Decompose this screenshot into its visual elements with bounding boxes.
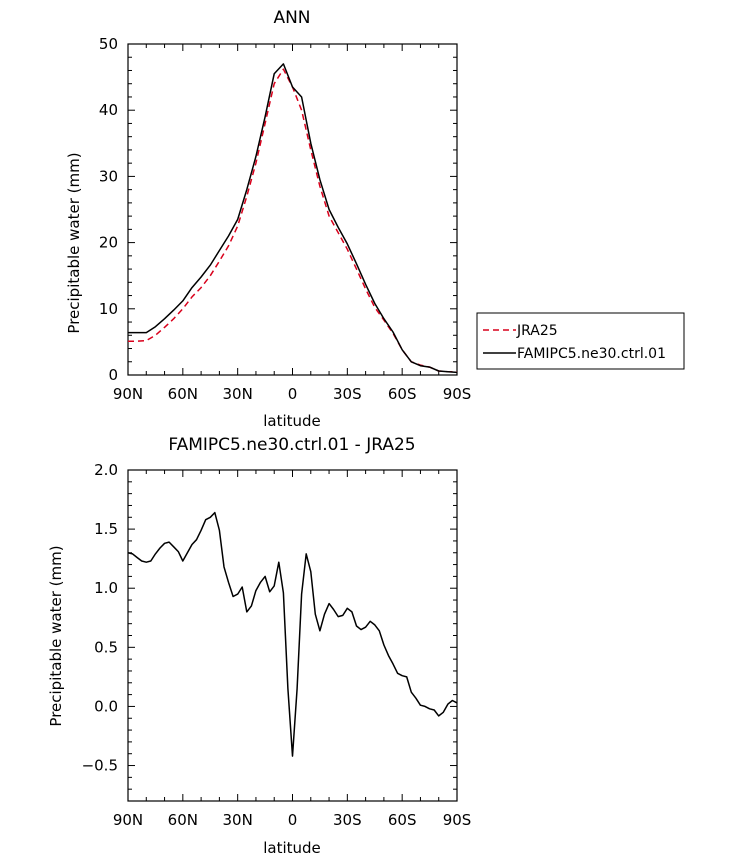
top-series [128, 63, 458, 374]
bottom-x-tick-label: 90S [443, 811, 472, 829]
top-x-tick-label: 90N [113, 385, 143, 403]
bottom-y-tick-label: 0.5 [94, 638, 118, 656]
bottom-y-tick-label: −0.5 [82, 757, 118, 775]
top-x-tick-label: 60N [168, 385, 198, 403]
top-y-tick-label: 40 [99, 101, 118, 119]
bottom-y-tick-label: 0.0 [94, 697, 118, 715]
bottom-x-tick-label: 60S [388, 811, 417, 829]
top-x-tick-label: 30S [333, 385, 362, 403]
bottom-y-tick-label: 2.0 [94, 461, 118, 479]
top-y-tick-label: 20 [99, 234, 118, 252]
legend-label-famipc5: FAMIPC5.ne30.ctrl.01 [517, 346, 666, 362]
top-y-axis-label: Precipitable water (mm) [65, 152, 83, 333]
top-x-tick-label: 60S [388, 385, 417, 403]
top-y-tick-label: 30 [99, 167, 118, 185]
bottom-series-line-0 [127, 511, 458, 757]
top-series-line-1 [128, 63, 458, 374]
top-panel: ANN 90N 60N 30N 0 30S 60S 90S 0 10 20 30 40 50 latit… [65, 8, 471, 430]
top-x-tick-label: 30N [223, 385, 253, 403]
legend-box [476, 312, 685, 370]
bottom-x-tick-label: 30N [223, 811, 253, 829]
bottom-series [127, 511, 458, 757]
top-y-tick-label: 10 [99, 300, 118, 318]
bottom-panel: FAMIPC5.ne30.ctrl.01 - JRA25 90N 60N 30N 0 3… [47, 435, 471, 857]
top-x-tick-label: 0 [288, 385, 298, 403]
legend: JRA25 FAMIPC5.ne30.ctrl.01 [476, 312, 685, 370]
bottom-x-tick-label: 90N [113, 811, 143, 829]
bottom-y-tick-label: 1.0 [94, 579, 118, 597]
bottom-y-tick-label: 1.5 [94, 520, 118, 538]
top-x-axis-label: latitude [263, 412, 321, 430]
bottom-x-tick-label: 0 [288, 811, 298, 829]
top-y-tick-label: 50 [99, 35, 118, 53]
top-plot-frame [127, 43, 458, 376]
bottom-y-axis-label: Precipitable water (mm) [47, 545, 65, 726]
bottom-x-axis-label: latitude [263, 839, 321, 857]
top-axes: 90N 60N 30N 0 30S 60S 90S 0 10 20 30 40 50 [99, 35, 471, 403]
bottom-x-tick-label: 60N [168, 811, 198, 829]
bottom-x-tick-label: 30S [333, 811, 362, 829]
top-x-tick-label: 90S [443, 385, 472, 403]
bottom-chart-title: FAMIPC5.ne30.ctrl.01 - JRA25 [168, 435, 415, 455]
top-series-line-0 [128, 68, 457, 373]
bottom-axes: 90N 60N 30N 0 30S 60S 90S −0.5 0.0 0.5 1.0 1.5 2.0 [82, 461, 472, 829]
top-y-tick-label: 0 [108, 366, 118, 384]
legend-label-jra25: JRA25 [516, 323, 558, 339]
top-chart-title: ANN [273, 8, 310, 28]
